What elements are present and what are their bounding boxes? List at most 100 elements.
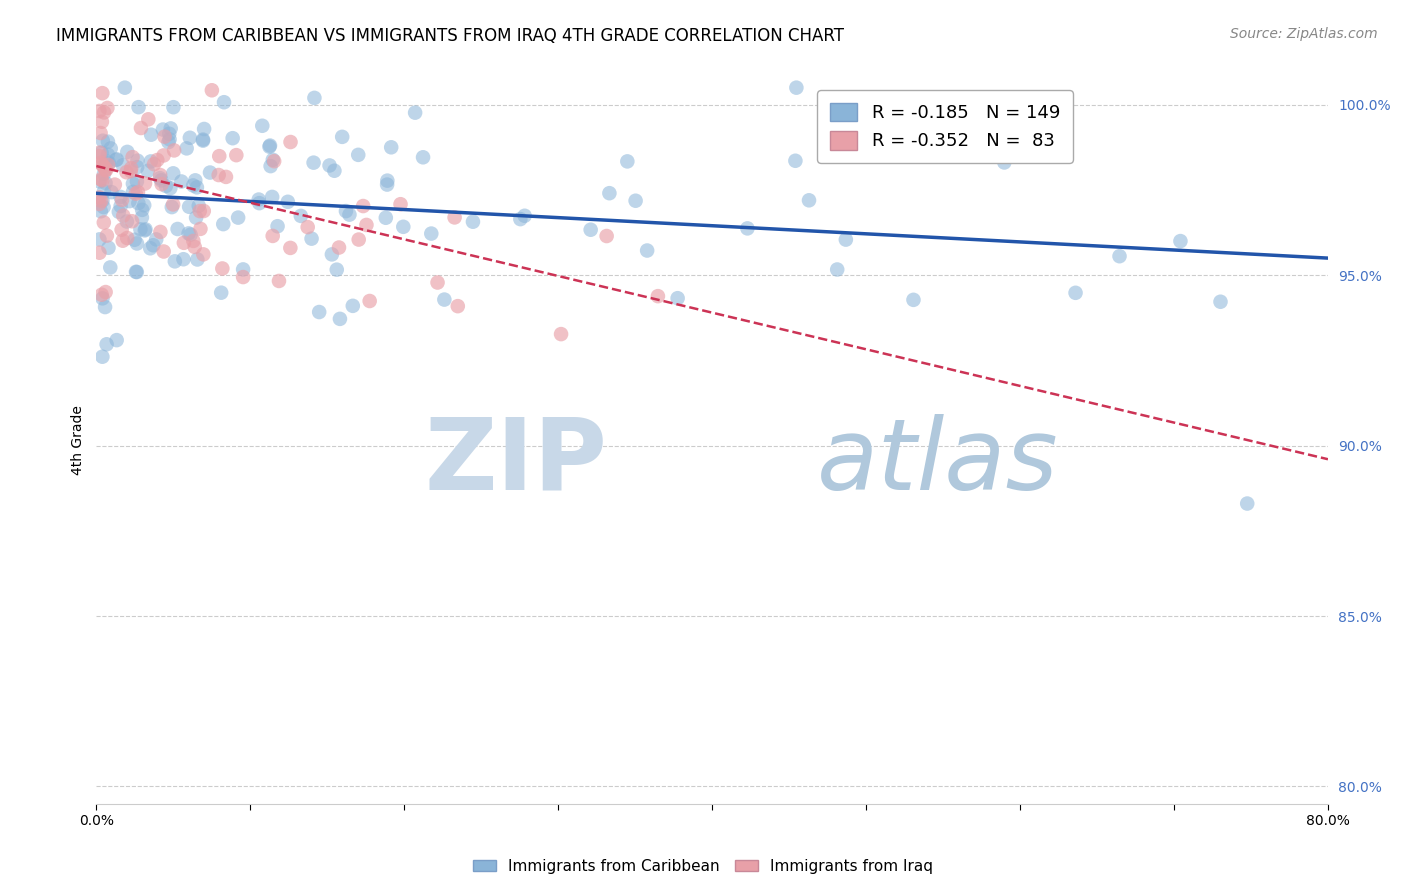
Point (93, 105, 115, 120)
Point (347, 233, 370, 247)
Point (323, 163, 346, 178)
Point (247, 193, 270, 207)
Point (1209, 294, 1232, 309)
Point (134, 223, 156, 237)
Point (157, 135, 180, 149)
Point (162, 166, 184, 180)
Point (97, 241, 120, 255)
Point (122, 185, 145, 199)
Point (142, 238, 165, 252)
Point (90, 172, 112, 186)
Point (374, 211, 396, 225)
Legend: R = -0.185   N = 149, R = -0.352   N =  83: R = -0.185 N = 149, R = -0.352 N = 83 (817, 90, 1073, 163)
Point (121, 214, 143, 228)
Point (297, 220, 319, 235)
Point (443, 211, 465, 225)
Point (180, 227, 202, 242)
Point (595, 229, 617, 244)
Point (263, 154, 285, 169)
Point (125, 265, 148, 279)
Point (232, 270, 254, 285)
Point (134, 198, 156, 212)
Point (131, 202, 153, 217)
Point (166, 222, 188, 236)
Point (198, 165, 221, 179)
Point (191, 132, 214, 146)
Text: ZIP: ZIP (425, 414, 607, 511)
Point (461, 215, 484, 229)
Point (193, 122, 215, 136)
Point (90, 204, 112, 219)
Point (277, 194, 299, 209)
Point (136, 164, 159, 178)
Point (91, 86, 114, 100)
Point (262, 153, 284, 167)
Point (160, 200, 183, 214)
Point (91, 134, 114, 148)
Point (127, 185, 149, 199)
Point (91, 291, 114, 305)
Text: IMMIGRANTS FROM CARIBBEAN VS IMMIGRANTS FROM IRAQ 4TH GRADE CORRELATION CHART: IMMIGRANTS FROM CARIBBEAN VS IMMIGRANTS … (56, 27, 844, 45)
Point (1108, 249, 1130, 263)
Point (209, 285, 232, 300)
Point (267, 274, 290, 288)
Point (129, 222, 152, 236)
Point (94, 300, 117, 314)
Point (624, 194, 647, 208)
Point (173, 235, 195, 250)
Point (903, 293, 925, 307)
Point (347, 148, 370, 162)
Point (97, 147, 120, 161)
Point (97, 156, 120, 170)
Point (152, 122, 174, 136)
Point (1170, 234, 1192, 248)
Point (183, 234, 205, 248)
Point (93, 184, 115, 198)
Point (115, 214, 138, 228)
Point (93, 167, 115, 181)
Point (513, 209, 536, 223)
Point (266, 219, 288, 234)
Point (111, 158, 134, 172)
Point (187, 199, 209, 213)
Point (183, 240, 205, 254)
Point (193, 204, 215, 219)
Point (252, 119, 274, 133)
Point (993, 155, 1015, 169)
Point (139, 154, 162, 169)
Point (94, 163, 117, 178)
Point (104, 178, 127, 192)
Point (290, 209, 312, 223)
Point (162, 100, 184, 114)
Point (125, 265, 148, 279)
Point (110, 190, 132, 204)
Point (201, 83, 224, 97)
Point (145, 232, 167, 246)
Point (1064, 285, 1087, 300)
Point (89, 197, 111, 211)
Point (162, 197, 184, 211)
Point (90, 145, 112, 160)
Point (115, 165, 138, 179)
Point (342, 299, 364, 313)
Point (89, 232, 111, 246)
Point (89, 174, 111, 188)
Point (259, 159, 281, 173)
Point (188, 204, 211, 219)
Point (120, 164, 142, 178)
Point (259, 139, 281, 153)
Point (127, 160, 149, 174)
Text: Source: ZipAtlas.com: Source: ZipAtlas.com (1230, 27, 1378, 41)
Point (143, 157, 166, 171)
Point (797, 194, 820, 208)
Point (170, 174, 193, 188)
Point (90, 287, 112, 301)
Point (153, 129, 176, 144)
Point (326, 262, 349, 277)
Point (318, 158, 340, 172)
Point (150, 177, 173, 191)
Point (94, 176, 117, 190)
Point (598, 186, 620, 201)
Point (302, 155, 325, 169)
Point (339, 208, 361, 222)
